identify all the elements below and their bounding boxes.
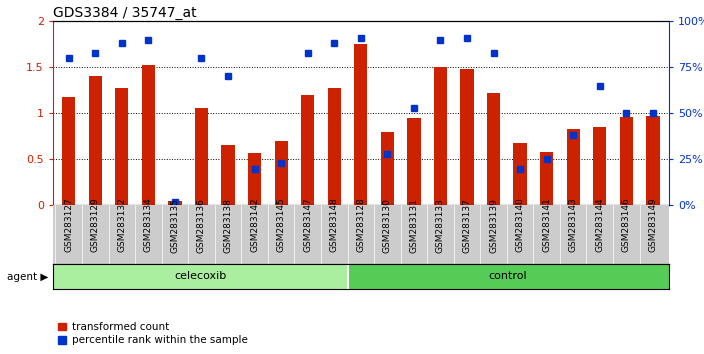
Bar (434, 67, 447, 205)
Bar (513, 143, 527, 205)
Bar (620, 117, 633, 205)
Bar (348, 264, 669, 289)
Text: control: control (489, 272, 527, 281)
Bar (487, 93, 501, 205)
Bar (381, 132, 394, 205)
Bar (142, 65, 155, 205)
Bar (168, 201, 182, 205)
Bar (301, 95, 314, 205)
Bar (327, 88, 341, 205)
Bar (248, 153, 261, 205)
Bar (275, 141, 288, 205)
Bar (646, 116, 660, 205)
Bar (115, 88, 128, 205)
Bar (540, 152, 553, 205)
Bar (62, 97, 75, 205)
Bar (354, 44, 367, 205)
Bar (460, 69, 474, 205)
Text: celecoxib: celecoxib (174, 272, 226, 281)
Text: GDS3384 / 35747_at: GDS3384 / 35747_at (53, 6, 196, 20)
Bar (567, 129, 580, 205)
Bar (221, 145, 234, 205)
Bar (89, 76, 102, 205)
Bar (408, 118, 420, 205)
Legend: transformed count, percentile rank within the sample: transformed count, percentile rank withi… (58, 322, 247, 345)
Text: agent ▶: agent ▶ (7, 272, 49, 282)
Bar (593, 127, 606, 205)
Bar (195, 108, 208, 205)
Bar (53, 264, 348, 289)
